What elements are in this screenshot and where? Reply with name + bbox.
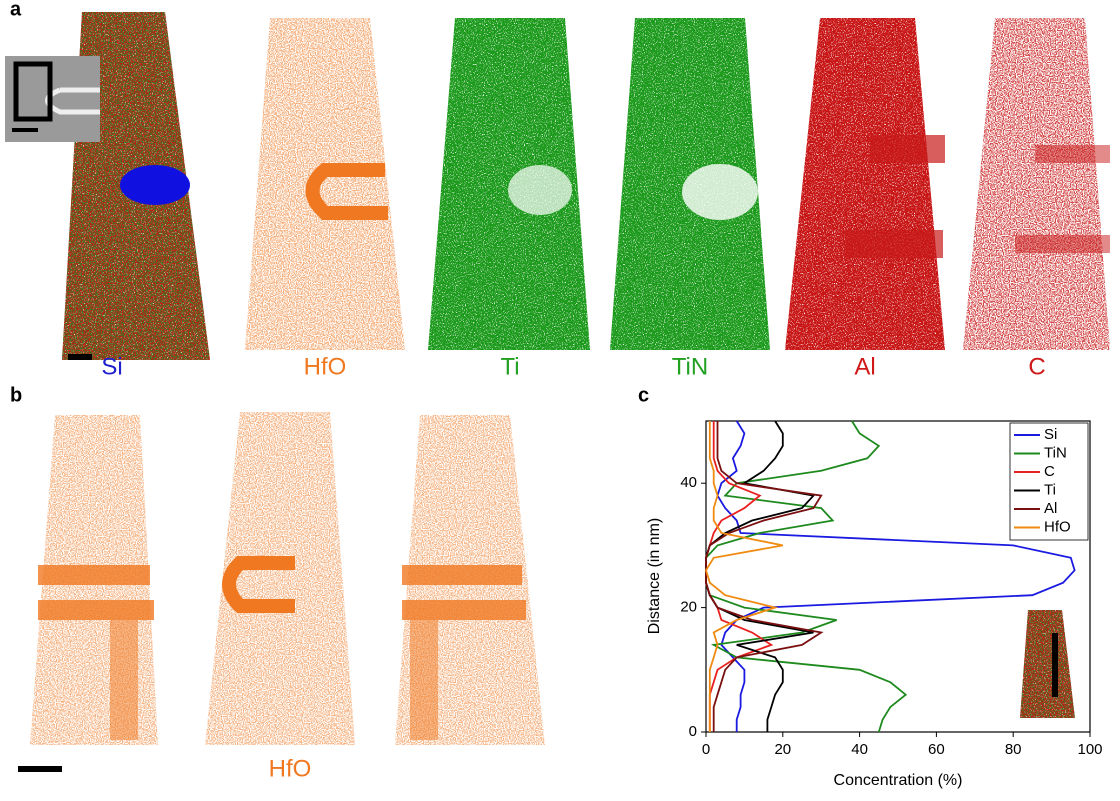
profile-bar [1052,633,1058,697]
panel-label: c [638,384,649,406]
element-label: Al [854,353,875,380]
x-tick-label: 100 [1077,741,1102,758]
x-tick-label: 80 [1005,741,1022,758]
band [870,135,945,163]
hfo-view [205,412,355,745]
profile-line [716,420,1076,732]
x-tick-label: 0 [702,741,710,758]
panel-label: a [10,0,22,20]
profile-line [705,421,774,732]
band [1015,235,1110,253]
band [38,600,154,620]
legend-box [1009,422,1089,541]
legend-label: C [1044,463,1055,480]
void [508,165,572,215]
band [402,565,522,585]
y-tick-label: 40 [680,474,697,491]
y-axis-label: Distance (in nm) [646,518,663,634]
al-map [785,18,945,350]
band [402,600,526,620]
band [38,565,150,585]
y-tick-label: 20 [680,599,697,616]
band [1035,145,1110,163]
scale-bar [18,766,62,772]
atom-probe-maps [5,12,1110,772]
inset-box [13,61,53,122]
element-label: TiN [672,353,708,380]
scale-bar [12,128,38,132]
legend-label: HfO [1044,518,1071,535]
element-label: HfO [269,755,312,782]
legend-label: Ti [1044,481,1056,498]
profile-line [705,421,783,732]
legend-label: Si [1044,426,1057,443]
band [845,230,943,258]
x-tick-label: 40 [851,741,868,758]
band [110,620,138,740]
x-axis-label: Concentration (%) [834,772,963,789]
profile-line [705,420,816,732]
c-map [963,18,1110,350]
scale-bar [68,354,92,360]
band [410,620,438,740]
tip-inset [1020,610,1075,718]
profile-line [705,421,824,732]
element-label: Si [101,353,122,380]
legend-label: TiN [1044,444,1067,461]
element-label: Ti [500,353,519,380]
y-tick-label: 0 [689,723,697,740]
hfo-map [245,18,405,350]
element-label: C [1028,353,1045,380]
element-label: HfO [304,353,347,380]
hfo-ring [222,556,295,613]
panel-label: b [10,384,22,406]
void [682,164,758,220]
x-tick-label: 60 [928,741,945,758]
legend-label: Al [1044,500,1057,517]
si-region [120,165,190,205]
hfo-ring [305,163,388,220]
x-tick-label: 20 [774,741,791,758]
